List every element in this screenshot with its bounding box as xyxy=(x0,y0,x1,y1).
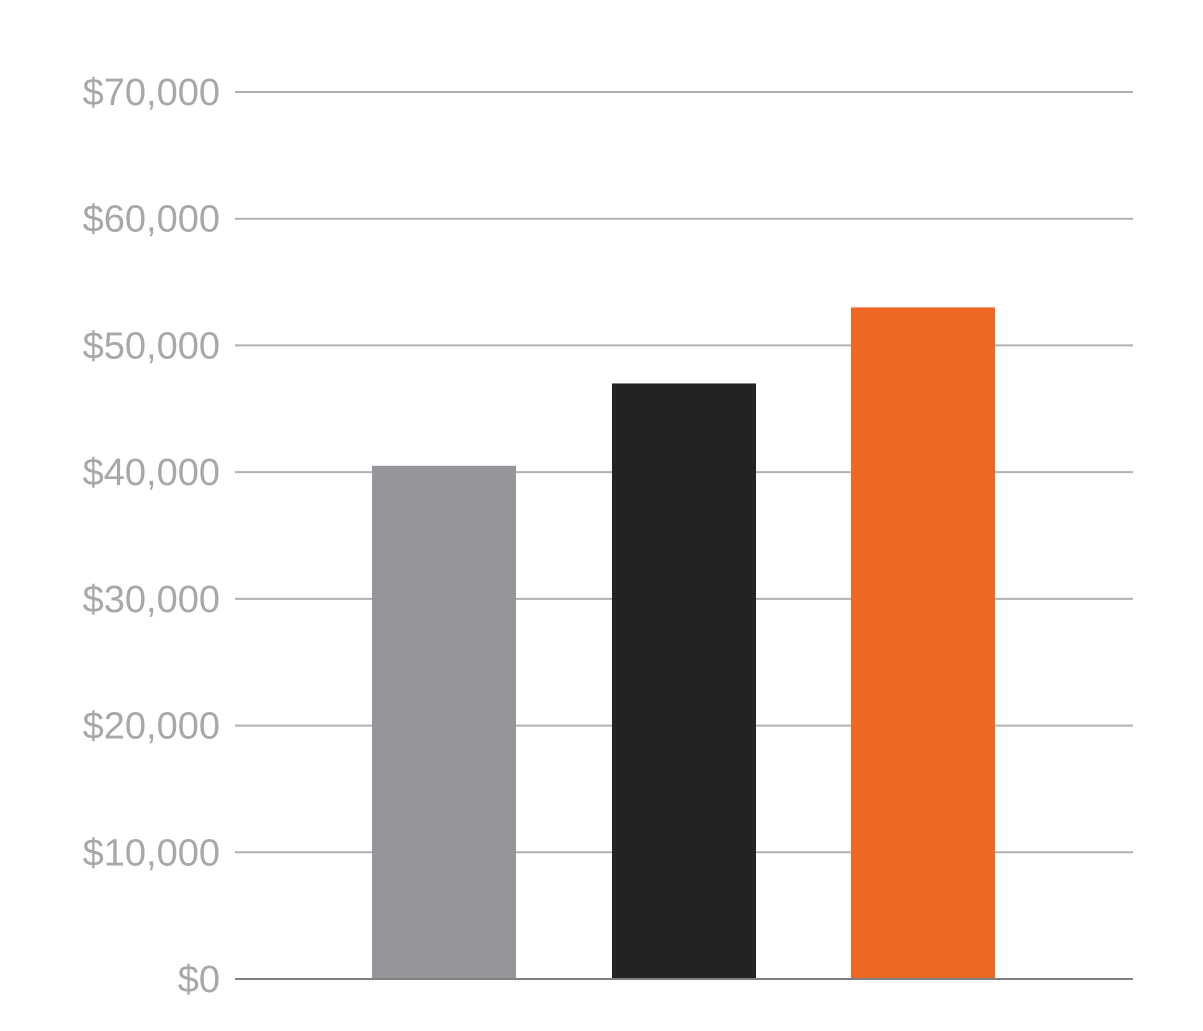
y-tick-label: $60,000 xyxy=(83,199,220,241)
y-tick-label: $50,000 xyxy=(83,325,220,367)
y-tick-label: $30,000 xyxy=(83,579,220,621)
y-tick-label: $40,000 xyxy=(83,452,220,494)
bars xyxy=(372,307,995,979)
y-tick-label: $0 xyxy=(178,959,220,1001)
y-tick-label: $70,000 xyxy=(83,72,220,114)
y-tick-label: $20,000 xyxy=(83,706,220,748)
bar-2 xyxy=(612,383,756,979)
y-tick-label: $10,000 xyxy=(83,832,220,874)
y-axis-tick-labels: $0 $10,000 $20,000 $30,000 $40,000 $50,000 $60… xyxy=(83,72,220,1001)
bar-1 xyxy=(372,465,516,979)
bar-3 xyxy=(851,307,995,979)
